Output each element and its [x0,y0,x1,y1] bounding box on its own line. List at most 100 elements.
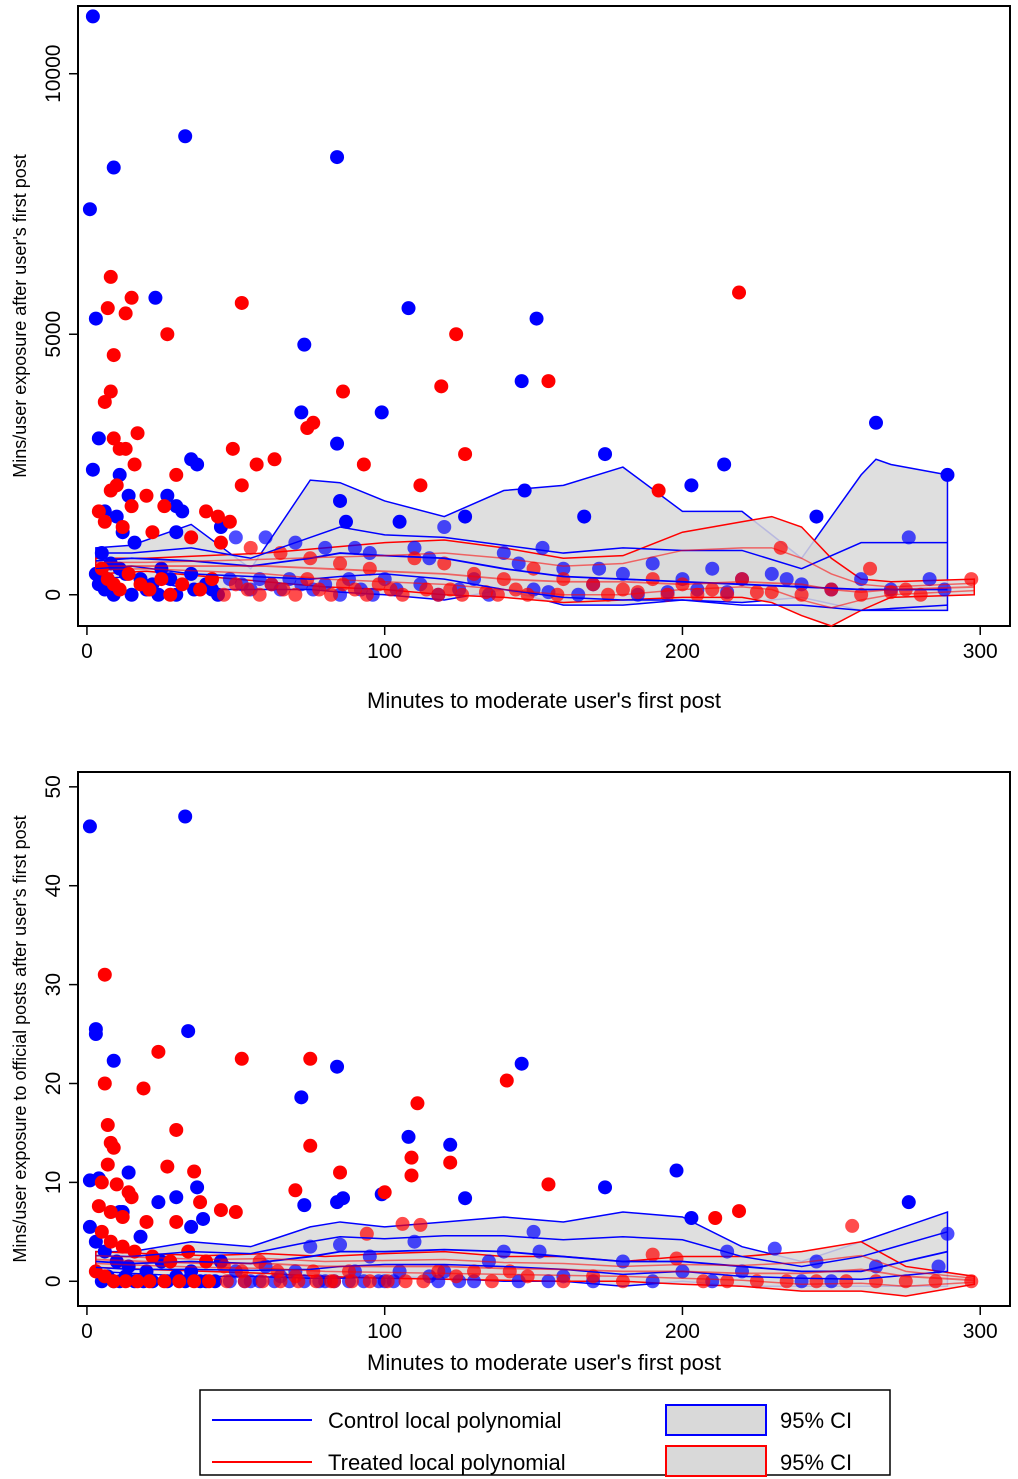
bottom-treated-point-4 [499,1073,514,1088]
top-control-point-56 [615,566,630,581]
top-control-point-33 [392,514,407,529]
top-treated-point-16 [130,426,145,441]
bottom-control-point-6 [514,1056,529,1071]
bottom-x-tick-label-0: 0 [81,1320,93,1343]
top-control-point-34 [458,509,473,524]
bottom-control-point-22 [684,1210,699,1225]
top-treated-point-94 [395,587,410,602]
top-treated-point-59 [705,582,720,597]
bottom-control-inner-upper-line [95,1231,948,1268]
bottom-treated-point-77 [964,1274,979,1289]
top-control-inner-lower-line [95,565,948,612]
top-control-point-43 [228,530,243,545]
bottom-treated-point-94 [327,1274,342,1289]
bottom-treated-point-32 [103,1205,118,1220]
top-treated-point-55 [586,577,601,592]
bottom-treated-point-98 [398,1274,413,1289]
bottom-treated-point-30 [228,1205,243,1220]
top-treated-point-89 [336,577,351,592]
top-treated-point-96 [431,587,446,602]
bottom-treated-point-37 [94,1224,109,1239]
top-y-axis-title: Mins/user exposure after user's first po… [10,154,30,478]
top-control-point-114 [124,587,139,602]
bottom-x-tick-label-300: 300 [963,1320,998,1343]
bottom-treated-point-85 [172,1274,187,1289]
top-control-point-10 [514,374,529,389]
bottom-control-point-76 [931,1259,946,1274]
bottom-control-point-62 [526,1224,541,1239]
top-control-point-8 [529,311,544,326]
bottom-y-tick-label-30: 30 [42,973,65,996]
top-treated-point-13 [97,394,112,409]
bottom-control-point-101 [431,1274,446,1289]
top-treated-point-32 [139,488,154,503]
top-control-point-48 [362,546,377,561]
bottom-control-point-10 [443,1137,458,1152]
bottom-treated-point-12 [303,1138,318,1153]
bottom-control-point-5 [106,1053,121,1068]
top-control-point-11 [294,405,309,420]
bottom-treated-point-72 [809,1274,824,1289]
bottom-treated-point-33 [115,1210,130,1224]
top-treated-point-22 [267,452,282,467]
bottom-control-point-13 [297,1198,312,1213]
top-control-point-57 [645,556,660,571]
top-treated-point-66 [964,572,979,587]
top-control-point-3 [106,160,121,175]
top-treated-point-19 [112,441,127,456]
top-treated-point-74 [154,572,169,587]
bottom-treated-point-9 [169,1122,184,1137]
top-treated-point-48 [362,561,377,576]
bottom-treated-point-60 [484,1274,499,1289]
top-control-point-1 [82,202,97,217]
bottom-treated-point-68 [696,1274,711,1289]
top-treated-point-91 [359,587,374,602]
top-control-point-15 [869,415,884,430]
top-control-point-20 [717,457,732,472]
top-treated-point-6 [160,327,175,342]
bottom-treated-point-41 [145,1249,160,1264]
top-control-point-12 [374,405,389,420]
bottom-treated-point-22 [109,1177,124,1192]
top-treated-point-51 [467,566,482,581]
bottom-treated-point-55 [395,1216,410,1231]
bottom-treated-point-69 [720,1274,735,1289]
top-control-point-18 [190,457,205,472]
bottom-treated-point-25 [124,1190,139,1205]
bottom-control-point-104 [541,1274,556,1289]
bottom-treated-point-6 [136,1081,151,1096]
bottom-treated-point-91 [273,1274,288,1289]
bottom-treated-point-27 [169,1214,184,1229]
bottom-treated-point-54 [377,1185,392,1200]
bottom-treated-point-34 [708,1210,723,1225]
top-x-axis-title: Minutes to moderate user's first post [367,688,721,713]
bottom-y-tick-label-50: 50 [42,775,65,798]
bottom-treated-point-20 [94,1175,109,1190]
bottom-treated-point-71 [779,1274,794,1289]
top-control-point-47 [347,540,362,555]
top-treated-point-31 [124,499,139,514]
top-panel: 0 100 200 300 0 5000 10000 Minutes to moderate… [10,5,1011,713]
bottom-treated-point-26 [139,1214,154,1229]
bottom-treated-point-73 [839,1274,854,1289]
bottom-treated-point-81 [118,1274,133,1289]
top-treated-point-87 [312,582,327,597]
bottom-treated-point-76 [928,1274,943,1289]
top-control-local-polynomial [95,552,948,591]
bottom-treated-point-18 [333,1165,348,1180]
top-treated-local-polynomial [95,565,975,594]
top-treated-point-75 [163,587,178,602]
bottom-control-point-28 [169,1190,184,1205]
top-treated-point-101 [508,582,523,597]
top-control-point-16 [85,462,100,477]
bottom-treated-point-5 [97,1076,112,1091]
bottom-treated-point-97 [380,1274,395,1289]
bottom-control-point-4 [181,1024,196,1039]
bottom-control-point-71 [735,1264,750,1279]
top-treated-point-10 [336,384,351,399]
top-treated-point-42 [184,530,199,545]
legend: Control local polynomial Treated local p… [199,1389,891,1477]
top-control-point-51 [496,546,511,561]
bottom-control-point-9 [401,1129,416,1144]
top-control-point-21 [940,467,955,482]
